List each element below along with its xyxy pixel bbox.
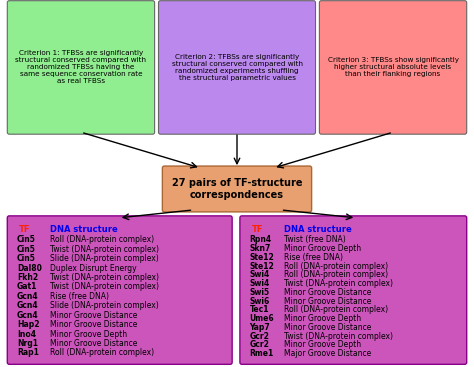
Text: Criterion 3: TFBSs show significantly
higher structural absolute levels
than the: Criterion 3: TFBSs show significantly hi… <box>328 58 458 77</box>
Text: Minor Groove Distance: Minor Groove Distance <box>284 323 372 332</box>
Text: Swi4: Swi4 <box>250 279 270 288</box>
Text: Tec1: Tec1 <box>250 305 269 314</box>
Text: Swi5: Swi5 <box>250 288 270 297</box>
Text: Gcr2: Gcr2 <box>250 331 270 341</box>
Text: Swi6: Swi6 <box>250 297 270 306</box>
Text: Dal80: Dal80 <box>17 264 42 273</box>
Text: Fkh2: Fkh2 <box>17 273 38 282</box>
Text: Twist (DNA-protein complex): Twist (DNA-protein complex) <box>50 245 159 254</box>
Text: Rap1: Rap1 <box>17 348 39 357</box>
Text: Minor Groove Depth: Minor Groove Depth <box>284 244 362 253</box>
FancyBboxPatch shape <box>7 1 155 134</box>
Text: Duplex Disrupt Energy: Duplex Disrupt Energy <box>50 264 137 273</box>
Text: Yap7: Yap7 <box>250 323 270 332</box>
Text: Gcn4: Gcn4 <box>17 311 38 320</box>
Text: Swi4: Swi4 <box>250 270 270 279</box>
Text: Minor Groove Depth: Minor Groove Depth <box>284 314 362 323</box>
Text: Cin5: Cin5 <box>17 245 36 254</box>
Text: Twist (free DNA): Twist (free DNA) <box>284 235 346 244</box>
Text: Roll (DNA-protein complex): Roll (DNA-protein complex) <box>284 305 389 314</box>
Text: Hap2: Hap2 <box>17 320 39 329</box>
FancyBboxPatch shape <box>319 1 467 134</box>
Text: Minor Groove Distance: Minor Groove Distance <box>284 288 372 297</box>
Text: Roll (DNA-protein complex): Roll (DNA-protein complex) <box>50 235 154 244</box>
Text: Rise (free DNA): Rise (free DNA) <box>50 292 109 301</box>
Text: Major Groove Distance: Major Groove Distance <box>284 349 372 358</box>
Text: Minor Groove Depth: Minor Groove Depth <box>284 340 362 349</box>
Text: Rme1: Rme1 <box>250 349 274 358</box>
Text: Twist (DNA-protein complex): Twist (DNA-protein complex) <box>284 279 393 288</box>
Text: Minor Groove Distance: Minor Groove Distance <box>284 297 372 306</box>
Text: Rpn4: Rpn4 <box>250 235 272 244</box>
Text: Slide (DNA-protein complex): Slide (DNA-protein complex) <box>50 254 159 263</box>
Text: Nrg1: Nrg1 <box>17 339 38 348</box>
Text: Roll (DNA-protein complex): Roll (DNA-protein complex) <box>284 262 389 270</box>
Text: Ste12: Ste12 <box>250 262 274 270</box>
Text: Ino4: Ino4 <box>17 330 36 338</box>
Text: DNA structure: DNA structure <box>284 225 352 234</box>
Text: Gcr2: Gcr2 <box>250 340 270 349</box>
Text: Gcn4: Gcn4 <box>17 292 38 301</box>
Text: TF: TF <box>252 225 263 234</box>
Text: DNA structure: DNA structure <box>50 225 118 234</box>
Text: Slide (DNA-protein complex): Slide (DNA-protein complex) <box>50 301 159 310</box>
Text: Twist (DNA-protein complex): Twist (DNA-protein complex) <box>50 283 159 291</box>
Text: Skn7: Skn7 <box>250 244 271 253</box>
Text: Twist (DNA-protein complex): Twist (DNA-protein complex) <box>50 273 159 282</box>
Text: Ume6: Ume6 <box>250 314 274 323</box>
Text: Minor Groove Depth: Minor Groove Depth <box>50 330 127 338</box>
Text: Criterion 1: TFBSs are significantly
structural conserved compared with
randomiz: Criterion 1: TFBSs are significantly str… <box>16 50 146 84</box>
Text: Cin5: Cin5 <box>17 235 36 244</box>
FancyBboxPatch shape <box>158 1 316 134</box>
FancyBboxPatch shape <box>7 216 232 364</box>
Text: Ste12: Ste12 <box>250 253 274 262</box>
Text: 27 pairs of TF-structure
correspondences: 27 pairs of TF-structure correspondences <box>172 178 302 200</box>
Text: Rise (free DNA): Rise (free DNA) <box>284 253 344 262</box>
Text: Twist (DNA-protein complex): Twist (DNA-protein complex) <box>284 331 393 341</box>
Text: Roll (DNA-protein complex): Roll (DNA-protein complex) <box>284 270 389 279</box>
Text: Roll (DNA-protein complex): Roll (DNA-protein complex) <box>50 348 154 357</box>
Text: Gat1: Gat1 <box>17 283 37 291</box>
Text: Gcn4: Gcn4 <box>17 301 38 310</box>
Text: TF: TF <box>19 225 30 234</box>
Text: Cin5: Cin5 <box>17 254 36 263</box>
Text: Minor Groove Distance: Minor Groove Distance <box>50 311 137 320</box>
FancyBboxPatch shape <box>163 166 311 212</box>
Text: Criterion 2: TFBSs are significantly
structural conserved compared with
randomiz: Criterion 2: TFBSs are significantly str… <box>172 54 302 81</box>
Text: Minor Groove Distance: Minor Groove Distance <box>50 320 137 329</box>
FancyBboxPatch shape <box>240 216 467 364</box>
Text: Minor Groove Distance: Minor Groove Distance <box>50 339 137 348</box>
